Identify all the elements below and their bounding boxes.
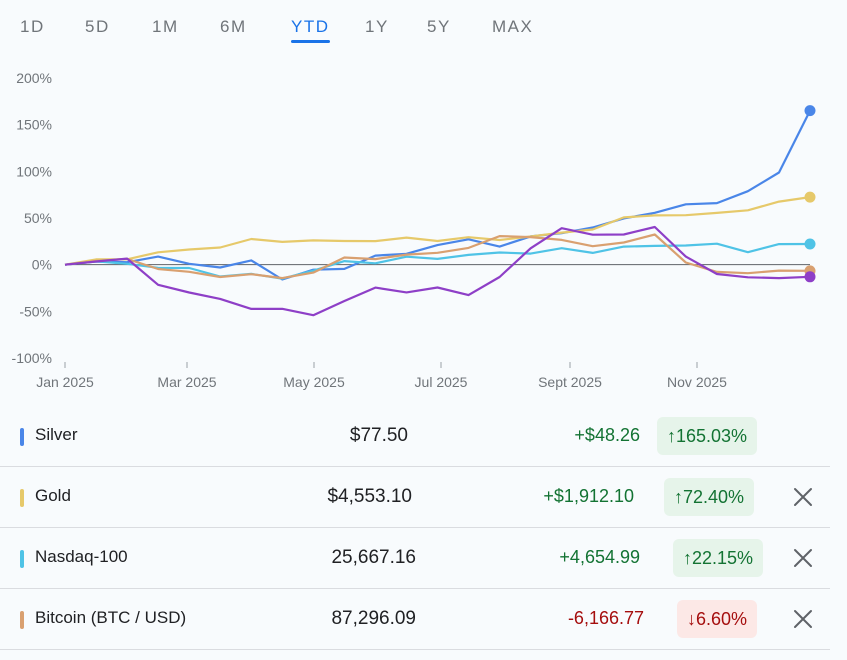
percent-change-badge: ↑165.03%	[657, 417, 758, 455]
row-divider	[0, 649, 830, 650]
asset-price: $77.50	[349, 425, 408, 446]
tab-1d[interactable]: 1D	[20, 17, 45, 36]
percent-change-badge: ↑22.15%	[673, 539, 764, 577]
series-line-purple	[64, 225, 811, 317]
tab-max[interactable]: MAX	[492, 17, 534, 36]
series-endpoint	[804, 105, 816, 117]
series-endpoint	[804, 271, 816, 283]
x-tick-label: May 2025	[283, 374, 345, 390]
x-tick-label: Mar 2025	[157, 374, 216, 390]
asset-price: $4,553.10	[327, 486, 412, 507]
percent-value: 72.40%	[683, 487, 745, 507]
asset-change: -6,166.77	[567, 608, 644, 628]
series-color-swatch	[20, 611, 24, 629]
remove-close-icon[interactable]	[792, 486, 814, 508]
tab-1y[interactable]: 1Y	[365, 17, 389, 36]
series-line-bitcoin	[64, 233, 811, 280]
list-item-silver[interactable]: Silver $77.50 +$48.26 ↑165.03%	[0, 405, 847, 466]
asset-price: 25,667.16	[331, 547, 416, 568]
y-tick-label: 0%	[32, 257, 52, 273]
percent-value: 22.15%	[692, 548, 754, 568]
active-tab-indicator	[291, 40, 330, 43]
series-endpoint	[804, 191, 816, 203]
series-endpoint	[804, 238, 816, 250]
tab-ytd-label: YTD	[291, 17, 330, 36]
y-tick-label: 150%	[16, 117, 52, 133]
arrow-down-icon: ↓	[687, 609, 696, 629]
series-line-gold	[64, 196, 811, 266]
percent-value: 165.03%	[676, 426, 748, 446]
remove-close-icon[interactable]	[792, 608, 814, 630]
arrow-up-icon: ↑	[667, 426, 676, 446]
asset-name: Silver	[35, 425, 78, 444]
list-item-gold[interactable]: Gold $4,553.10 +$1,912.10 ↑72.40%	[0, 466, 847, 527]
y-tick-label: 50%	[24, 210, 52, 226]
percent-change-badge: ↑72.40%	[664, 478, 755, 516]
y-tick-label: 100%	[16, 163, 52, 179]
asset-name: Gold	[35, 486, 71, 505]
asset-change: +$1,912.10	[543, 486, 634, 506]
row-divider	[0, 466, 830, 467]
arrow-up-icon: ↑	[674, 487, 683, 507]
asset-name: Nasdaq-100	[35, 547, 128, 566]
tab-1m[interactable]: 1M	[152, 17, 179, 36]
x-tick-label: Sept 2025	[538, 374, 602, 390]
tab-6m[interactable]: 6M	[220, 17, 247, 36]
row-divider	[0, 527, 830, 528]
x-tick-label: Jan 2025	[36, 374, 94, 390]
series-color-swatch	[20, 550, 24, 568]
list-item-bitcoin[interactable]: Bitcoin (BTC / USD) 87,296.09 -6,166.77 …	[0, 588, 847, 649]
series-color-swatch	[20, 489, 24, 507]
x-tick-label: Jul 2025	[415, 374, 468, 390]
remove-close-icon[interactable]	[792, 547, 814, 569]
asset-name: Bitcoin (BTC / USD)	[35, 608, 187, 627]
percent-change-badge: ↓6.60%	[677, 600, 758, 638]
list-item-nasdaq[interactable]: Nasdaq-100 25,667.16 +4,654.99 ↑22.15%	[0, 527, 847, 588]
y-tick-label: -100%	[12, 350, 52, 366]
tab-ytd[interactable]: YTD	[291, 17, 330, 43]
percent-value: 6.60%	[696, 609, 748, 629]
series-color-swatch	[20, 428, 24, 446]
asset-change: +$48.26	[574, 425, 640, 445]
y-tick-label: -50%	[19, 303, 52, 319]
comparison-line-chart: 200% 150% 100% 50% 0% -50% -100% Jan 2025 Mar 20…	[12, 70, 816, 390]
tab-5y[interactable]: 5Y	[427, 17, 451, 36]
series-line-silver	[64, 110, 811, 281]
arrow-up-icon: ↑	[683, 548, 692, 568]
y-tick-label: 200%	[16, 70, 52, 86]
series-line-nasdaq	[64, 242, 811, 280]
x-tick-label: Nov 2025	[667, 374, 727, 390]
row-divider	[0, 588, 830, 589]
asset-price: 87,296.09	[331, 608, 416, 629]
tab-5d[interactable]: 5D	[85, 17, 110, 36]
asset-change: +4,654.99	[559, 547, 640, 567]
range-tabs: 1D 5D 1M 6M YTD 1Y 5Y MAX	[0, 0, 847, 52]
